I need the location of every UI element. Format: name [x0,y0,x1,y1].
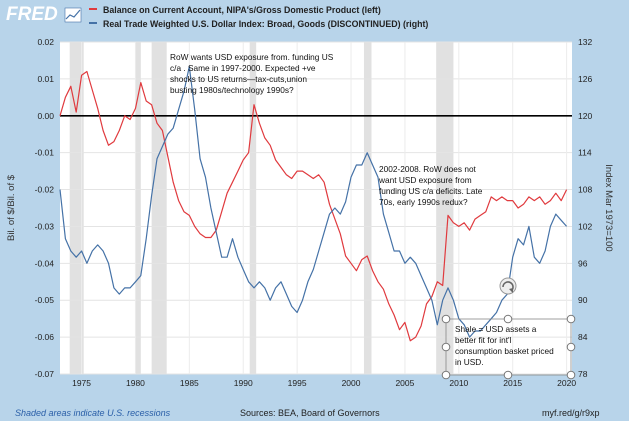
annotation-3-line-4: in USD. [455,357,484,367]
recession-band-2 [135,42,141,374]
y-tick-label-left: -0.05 [35,295,55,305]
annotation-1-line-4: busting 1980s/technology 1990s? [170,85,294,95]
x-tick-label: 2015 [503,378,522,388]
x-tick-label: 2005 [395,378,414,388]
resize-handle-left[interactable] [441,342,451,352]
annotation-3-selected-textbox[interactable]: Shale = USD assets a better fit for int'… [441,277,576,380]
recession-band-5 [363,42,372,374]
annotation-1-line-1: RoW wants USD exposure from. funding US [170,52,334,62]
y-tick-label-right: 126 [578,74,592,84]
x-tick-label: 1990 [234,378,253,388]
y-tick-label-right: 78 [578,369,588,379]
rotate-handle-icon[interactable] [499,277,517,295]
annotation-1-line-2: c/a . Same in 1997-2000. Expected +ve [170,63,316,73]
annotation-1-line-3: shocks to US returns—tax-cuts,union [170,74,307,84]
y-tick-label-right: 108 [578,185,592,195]
resize-handle-top-left[interactable] [441,314,451,324]
y-tick-label-right: 120 [578,111,592,121]
annotation-3-line-2: better fit for int'l [455,335,512,345]
recessions-note: Shaded areas indicate U.S. recessions [15,408,171,418]
y-tick-label-left: 0.00 [37,111,54,121]
resize-handle-top[interactable] [503,314,513,324]
y-tick-label-left: -0.06 [35,332,55,342]
fred-logo-icon [64,7,82,23]
fred-logo: FRED [6,4,58,25]
y-tick-label-right: 96 [578,258,588,268]
short-link[interactable]: myf.red/g/r9xp [542,408,600,418]
annotation-2: 2002-2008. RoW does not want USD exposur… [378,164,485,207]
y-tick-label-left: -0.03 [35,221,55,231]
resize-handle-right[interactable] [566,342,576,352]
tick-labels: 0.02 0.01 0.00 -0.01 -0.02 -0.03 -0.04 -0.05 -0.… [35,37,593,388]
y-tick-label-left: -0.04 [35,258,55,268]
series-lines [59,65,568,342]
annotation-2-line-1: 2002-2008. RoW does not [379,164,477,174]
legend-label-dollar-index: Real Trade Weighted U.S. Dollar Index: B… [103,19,428,29]
y-tick-label-left: -0.02 [35,185,55,195]
recession-band-4 [249,42,257,374]
y-axis-title-left: Bil. of $/Bil. of $ [6,174,17,241]
y-tick-label-right: 102 [578,221,592,231]
svg-text:2002-2008. RoW does not: 2002-2008. RoW does not want USD exposur… [378,164,485,207]
legend-label-current-account: Balance on Current Account, NIPA's/Gross… [103,5,381,15]
x-tick-label: 1995 [288,378,307,388]
x-tick-label: 1985 [180,378,199,388]
recession-band-1 [69,42,84,374]
series-line-current-account [59,70,568,342]
svg-text:Shale = USD assets a be: Shale = USD assets a better fit for int'… [455,324,556,367]
x-tick-label: 2010 [449,378,468,388]
annotation-2-line-3: funding US c/a deficits. Late [379,186,483,196]
y-tick-label-left: -0.01 [35,148,55,158]
sources-text: Sources: BEA, Board of Governors [240,408,380,418]
y-tick-label-right: 132 [578,37,592,47]
annotation-1: RoW wants USD exposure from. funding US … [170,52,336,95]
recession-band-6 [436,42,454,374]
y-tick-label-left: 0.01 [37,74,54,84]
annotation-2-line-4: 70s, early 1990s redux? [379,197,468,207]
header: FRED Balance on Current Account, NIPA's/… [6,4,428,29]
resize-handle-bottom[interactable] [503,370,513,380]
x-tick-label: 2020 [557,378,576,388]
annotation-2-line-2: want USD exposure from [378,175,472,185]
x-tick-label: 1980 [126,378,145,388]
series-line-dollar-index [59,65,568,338]
x-tick-label: 2000 [342,378,361,388]
resize-handle-bottom-right[interactable] [566,370,576,380]
resize-handle-bottom-left[interactable] [441,370,451,380]
resize-handle-top-right[interactable] [566,314,576,324]
y-tick-label-right: 90 [578,295,588,305]
annotation-3-line-3: consumption basket priced [455,346,554,356]
svg-text:RoW wants USD exposure from. f: RoW wants USD exposure from. funding US … [170,52,336,95]
y-tick-label-right: 84 [578,332,588,342]
y-tick-label-right: 114 [578,148,592,158]
y-tick-label-left: -0.07 [35,369,55,379]
y-tick-label-left: 0.02 [37,37,54,47]
x-tick-label: 1975 [72,378,91,388]
recession-band-3 [151,42,167,374]
annotation-3-line-1: Shale = USD assets a [455,324,537,334]
y-axis-title-right: Index Mar 1973=100 [603,164,614,251]
